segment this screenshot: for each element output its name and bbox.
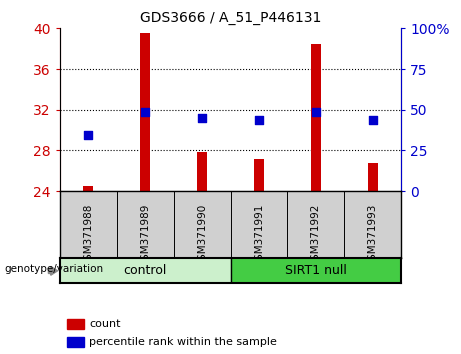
Bar [230, 258, 401, 283]
Bar [140, 33, 150, 191]
Bar [197, 153, 207, 191]
Bar [83, 186, 94, 191]
Bar [67, 319, 84, 329]
Text: GSM371991: GSM371991 [254, 203, 264, 267]
Text: control: control [124, 264, 167, 277]
Point [85, 132, 92, 138]
Bar [67, 337, 84, 347]
Point [198, 115, 206, 121]
Point [369, 117, 376, 123]
Text: GSM371990: GSM371990 [197, 203, 207, 267]
Bar [60, 258, 230, 283]
Text: count: count [89, 319, 121, 329]
Point [255, 117, 263, 123]
Text: genotype/variation: genotype/variation [5, 264, 104, 274]
Bar [367, 162, 378, 191]
Text: SIRT1 null: SIRT1 null [285, 264, 347, 277]
Bar [311, 44, 321, 191]
Text: percentile rank within the sample: percentile rank within the sample [89, 337, 278, 347]
Title: GDS3666 / A_51_P446131: GDS3666 / A_51_P446131 [140, 11, 321, 24]
Text: GSM371992: GSM371992 [311, 203, 321, 267]
Point [142, 109, 149, 115]
Point [312, 109, 319, 115]
FancyArrow shape [48, 266, 58, 275]
Text: GSM371993: GSM371993 [367, 203, 378, 267]
Bar [254, 159, 264, 191]
Text: GSM371988: GSM371988 [83, 203, 94, 267]
Text: GSM371989: GSM371989 [140, 203, 150, 267]
